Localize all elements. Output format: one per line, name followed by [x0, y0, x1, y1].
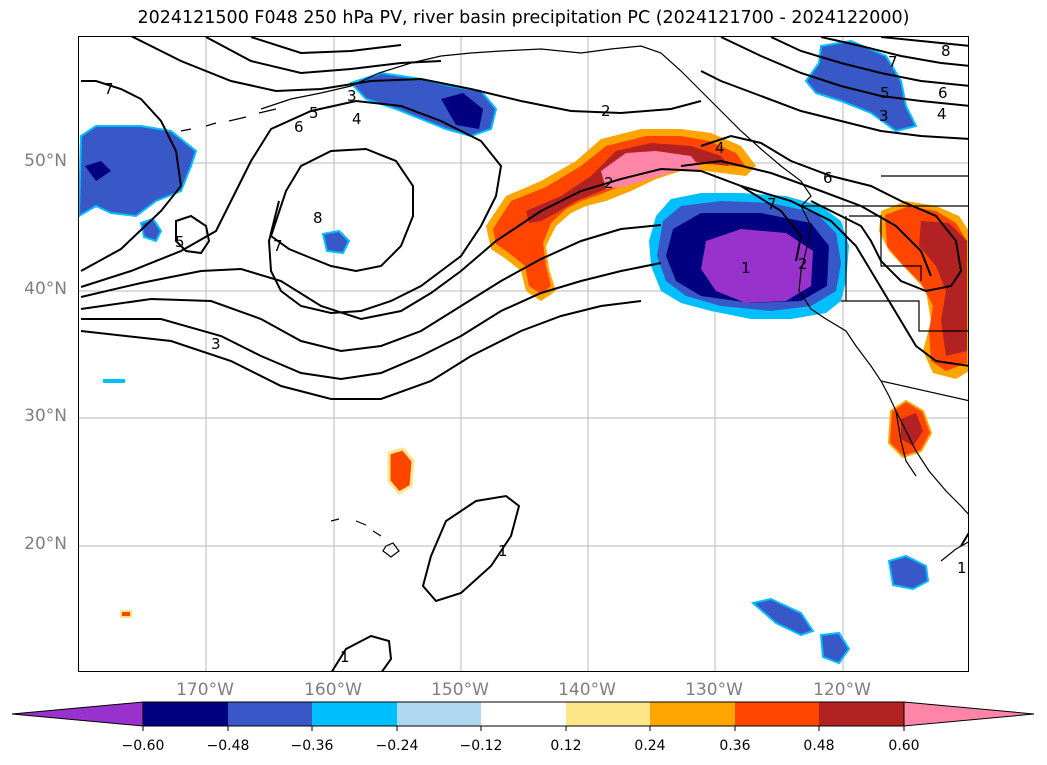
contour-label: 7 [273, 237, 283, 255]
contour-label: 6 [823, 169, 833, 187]
contour-label: 4 [352, 110, 362, 128]
contour-label: 4 [715, 139, 725, 157]
colorbar-segment [397, 702, 481, 726]
colorbar-tick-label: −0.12 [459, 738, 503, 754]
map-canvas: 7 5 6 4 3 2 8 7 5 3 1 1 2 4 6 7 1 2 7 8 … [79, 37, 968, 671]
lat-label-40n: 40°N [24, 279, 67, 299]
colorbar [11, 701, 1035, 731]
colorbar-segment [735, 702, 819, 726]
negative-anomaly-spot [750, 597, 815, 637]
colorbar-tick-label: 0.24 [634, 738, 666, 754]
positive-anomaly-blob-core [919, 221, 967, 356]
lat-label-20n: 20°N [24, 534, 67, 554]
colorbar-tick-label: 0.48 [803, 738, 835, 754]
colorbar-segment [566, 702, 650, 726]
coastlines [180, 45, 968, 562]
contour-label: 1 [741, 259, 751, 277]
contour-label: 6 [938, 84, 948, 102]
colorbar-segment [819, 702, 904, 726]
negative-anomaly-spot [321, 229, 351, 255]
negative-anomaly-blob [79, 125, 198, 218]
lon-label-140w: 140°W [558, 680, 616, 700]
contour-label: 8 [313, 209, 323, 227]
contour-label: 5 [309, 104, 319, 122]
contour-label: 8 [941, 42, 951, 60]
colorbar-tick-label: −0.36 [290, 738, 334, 754]
lat-label-50n: 50°N [24, 151, 67, 171]
contour-label: 3 [347, 87, 357, 105]
negative-anomaly-core [85, 161, 111, 181]
positive-anomaly-plume-peak [601, 151, 701, 189]
colorbar-tick-label: 0.60 [888, 738, 920, 754]
map-title: 2024121500 F048 250 hPa PV, river basin … [137, 8, 910, 28]
contour-label: 2 [604, 174, 614, 192]
negative-anomaly-spot [819, 631, 851, 665]
contour-label: 4 [937, 105, 947, 123]
contour-label: 1 [340, 648, 350, 666]
contour-label: 3 [211, 335, 221, 353]
gridlines [79, 37, 968, 671]
lon-label-120w: 120°W [813, 680, 871, 700]
colorbar-segment [650, 702, 735, 726]
lon-label-170w: 170°W [176, 680, 234, 700]
lat-label-30n: 30°N [24, 406, 67, 426]
negative-anomaly-core [441, 93, 483, 129]
negative-anomaly-spot [103, 379, 125, 383]
pv-contours [80, 37, 968, 671]
colorbar-segment [312, 702, 397, 726]
contour-labels: 7 5 6 4 3 2 8 7 5 3 1 1 2 4 6 7 1 2 7 8 … [104, 42, 967, 666]
colorbar-extend-high [903, 701, 1035, 727]
lon-label-130w: 130°W [685, 680, 743, 700]
contour-label: 7 [767, 195, 777, 213]
colorbar-segment [143, 702, 228, 726]
colorbar-tick-label: −0.60 [121, 738, 165, 754]
contour-label: 1 [957, 559, 967, 577]
positive-anomaly-spot [120, 610, 132, 618]
lon-label-160w: 160°W [304, 680, 362, 700]
positive-anomaly-blob-core [901, 413, 923, 446]
map-frame: 7 5 6 4 3 2 8 7 5 3 1 1 2 4 6 7 1 2 7 8 … [78, 36, 969, 672]
contour-label: 6 [294, 118, 304, 136]
contour-label: 1 [498, 542, 508, 560]
precip-fill-areas [79, 39, 968, 665]
colorbar-tick-label: 0.36 [719, 738, 751, 754]
negative-anomaly-large-peak [701, 229, 813, 303]
colorbar-tick-label: −0.24 [375, 738, 419, 754]
contour-label: 7 [104, 80, 114, 98]
colorbar-tick-label: 0.12 [550, 738, 582, 754]
contour-label: 2 [601, 102, 611, 120]
colorbar-segment [228, 702, 312, 726]
contour-label: 5 [175, 233, 185, 251]
colorbar-tick-marks [142, 726, 905, 731]
contour-label: 7 [888, 53, 898, 71]
negative-anomaly-spot [887, 554, 930, 591]
negative-anomaly-blob [804, 39, 918, 133]
contour-label: 2 [798, 255, 808, 273]
lon-label-150w: 150°W [431, 680, 489, 700]
colorbar-extend-low [11, 701, 144, 727]
negative-anomaly-spot [139, 217, 163, 243]
contour-label: 5 [880, 84, 890, 102]
colorbar-segment [481, 702, 566, 726]
positive-anomaly-spot [387, 447, 415, 495]
contour-label: 3 [879, 107, 889, 125]
colorbar-tick-label: −0.48 [206, 738, 250, 754]
